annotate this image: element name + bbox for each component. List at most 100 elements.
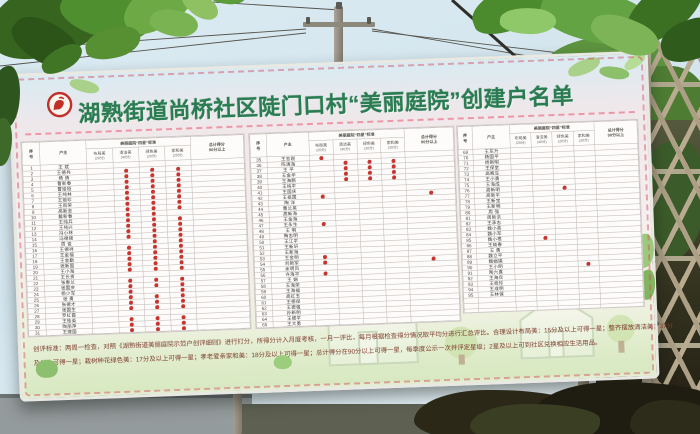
utility-pole [334, 6, 343, 94]
red-star-mark [129, 316, 134, 322]
roster-panel-3: 序号户主 美丽庭院“四星”标准 总计得分 90分以上 布局美 (20分) 清洁美 (40分) 绿… [457, 119, 644, 313]
red-star-mark [151, 205, 156, 211]
red-star-mark [321, 221, 326, 226]
red-star-mark [125, 212, 130, 217]
red-star-mark [391, 164, 396, 169]
red-star-mark [177, 205, 182, 210]
criteria-header: 绿色美 (20分) [356, 138, 382, 154]
red-star-mark [177, 194, 182, 199]
red-star-mark [124, 184, 129, 190]
red-star-mark [128, 294, 133, 300]
red-star-mark [125, 217, 131, 223]
red-star-mark [154, 277, 159, 282]
red-star-mark [151, 216, 157, 222]
criteria-header: 布局美 (20分) [86, 147, 113, 164]
red-star-mark [319, 155, 324, 160]
red-star-mark [180, 276, 185, 281]
red-star-mark [367, 165, 372, 170]
red-star-mark [323, 254, 328, 259]
red-star-mark [129, 327, 135, 333]
printed-leaf [565, 54, 603, 80]
red-star-mark [180, 281, 185, 287]
red-star-mark [155, 304, 160, 310]
red-star-mark [320, 194, 325, 199]
red-star-mark [179, 265, 184, 270]
pole-crossarm [303, 22, 375, 27]
red-star-mark [129, 305, 134, 311]
red-star-mark [181, 325, 187, 331]
red-star-mark [150, 173, 155, 178]
red-star-mark [155, 315, 160, 321]
red-star-mark [428, 190, 434, 195]
ground-path [0, 398, 252, 434]
foliage-branch [0, 118, 12, 166]
brush-foreground [630, 400, 700, 434]
red-star-mark [153, 260, 158, 266]
seq-header: 序号 [457, 126, 473, 150]
owner-header: 户主 [471, 124, 511, 150]
red-star-mark [154, 293, 159, 299]
red-star-mark [127, 267, 132, 272]
red-star-mark [126, 234, 131, 239]
brush-foreground [470, 404, 600, 434]
red-star-mark [155, 321, 160, 326]
red-star-mark [391, 158, 396, 163]
red-star-mark [125, 201, 130, 206]
seq-header: 序号 [21, 142, 41, 166]
red-star-mark [150, 167, 155, 172]
red-star-mark [153, 266, 158, 271]
red-star-mark [125, 206, 130, 212]
red-star-mark [178, 221, 183, 226]
red-star-mark [562, 185, 567, 190]
red-star-mark [151, 200, 156, 205]
red-star-mark [586, 261, 591, 266]
red-star-mark [150, 178, 155, 183]
red-star-mark [323, 271, 328, 276]
red-star-mark [126, 245, 132, 250]
total-header: 总计得分 90分以上 [189, 134, 244, 160]
red-star-mark [179, 254, 184, 259]
red-star-mark [127, 256, 132, 261]
criteria-header: 清洁美 (40分) [112, 147, 139, 163]
red-star-mark [181, 320, 186, 325]
owner-header: 户主 [39, 140, 87, 166]
red-star-mark [152, 238, 157, 244]
total-header: 总计得分 90分以上 [593, 120, 638, 145]
red-star-mark [124, 168, 129, 173]
criteria-header: 绿色美 (20分) [138, 146, 165, 162]
red-star-mark [176, 183, 181, 188]
red-star-mark [127, 261, 132, 267]
women-federation-logo-icon [46, 91, 73, 118]
red-star-mark [367, 159, 372, 164]
red-star-mark [154, 299, 160, 304]
criteria-header: 清洁美 (40分) [530, 131, 553, 148]
red-star-mark [179, 249, 184, 254]
red-star-mark [125, 195, 130, 201]
red-star-mark [180, 298, 186, 303]
red-star-mark [124, 179, 129, 184]
red-star-mark [179, 260, 184, 265]
red-star-mark [323, 260, 328, 265]
owner-header: 户主 [265, 132, 310, 157]
criteria-header: 清洁美 (40分) [332, 139, 358, 155]
red-star-mark [151, 211, 156, 216]
criteria-header: 布局美 (20分) [509, 132, 532, 148]
roster-panel-2: 序号户主 美丽庭院“四星”标准 总计得分 90分以上 布局美 (20分) 清洁美 (40分) 绿… [249, 126, 461, 329]
printed-tree [273, 354, 292, 370]
red-star-mark [150, 189, 156, 194]
red-star-mark [178, 243, 184, 248]
roster-panel-1: 序号户主 美丽庭院“四星”标准 总计得分 90分以上 布局美 (20分) 清洁美 (40分) 绿… [21, 134, 251, 337]
red-star-mark [129, 322, 134, 327]
foliage-branch [0, 66, 20, 128]
red-star-mark [343, 165, 348, 171]
red-star-mark [154, 282, 159, 288]
red-star-mark [153, 249, 158, 255]
printed-leaf [68, 75, 101, 97]
red-star-mark [152, 222, 157, 227]
red-star-mark [176, 172, 181, 177]
red-star-mark [180, 292, 185, 298]
red-star-mark [150, 184, 155, 189]
insulator [306, 17, 310, 24]
board-leg [233, 384, 242, 434]
